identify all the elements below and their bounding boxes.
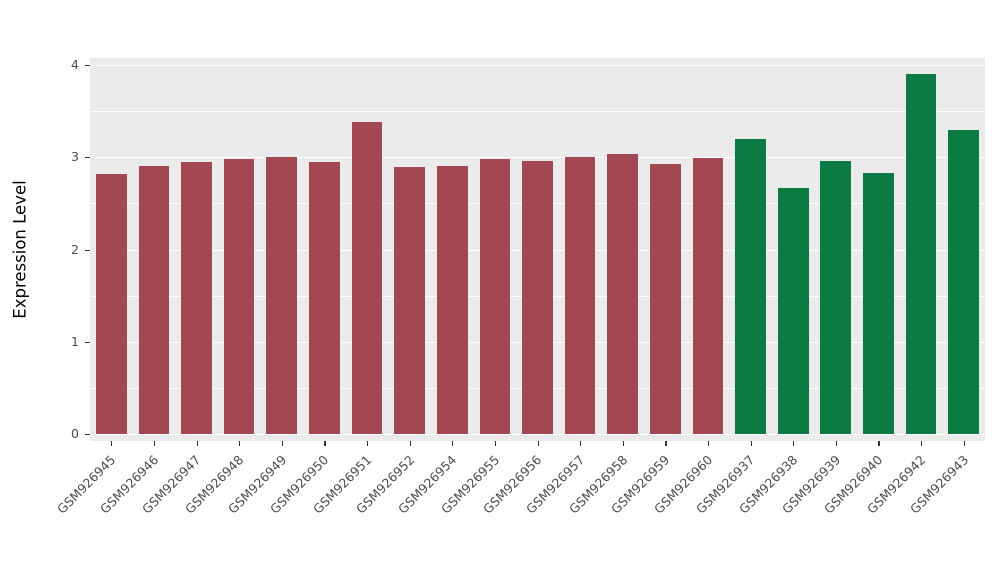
x-tick-mark (494, 441, 497, 446)
bar-GSM926949 (266, 157, 298, 434)
y-tick-label: 1 (71, 333, 79, 349)
bar-GSM926940 (863, 172, 894, 434)
bar-GSM926959 (650, 163, 681, 434)
x-tick-mark (452, 441, 454, 446)
y-tick-mark (85, 157, 90, 159)
bar-GSM926960 (692, 158, 724, 434)
bar-GSM926954 (436, 166, 468, 434)
x-tick-mark (111, 441, 113, 446)
x-tick-mark (580, 441, 582, 446)
x-tick-mark (878, 441, 880, 446)
bar-GSM926946 (138, 166, 170, 434)
bar-GSM926945 (95, 173, 127, 434)
bar-GSM926948 (223, 159, 255, 434)
bar-GSM926943 (948, 129, 980, 434)
bar-GSM926938 (777, 187, 809, 434)
gridline-major (90, 434, 985, 436)
x-tick-mark (963, 441, 965, 446)
y-tick-mark (85, 434, 90, 436)
x-tick-mark (750, 441, 752, 446)
bar-GSM926939 (820, 160, 852, 434)
y-tick-label: 4 (71, 57, 79, 72)
x-tick-mark (793, 441, 795, 446)
x-tick-mark (707, 441, 710, 446)
bar-GSM926950 (309, 161, 340, 434)
x-tick-mark (281, 441, 283, 446)
x-tick-mark (622, 441, 624, 446)
x-tick-mark (367, 441, 369, 446)
x-tick-mark (921, 441, 923, 446)
y-tick-mark (85, 249, 90, 251)
bar-GSM926956 (522, 160, 553, 434)
plot-panel (90, 58, 985, 441)
x-tick-mark (665, 441, 667, 446)
x-tick-mark (324, 441, 326, 446)
y-tick-mark (85, 65, 90, 67)
bar-GSM926937 (735, 138, 766, 434)
bar-GSM926957 (564, 157, 596, 434)
x-tick-mark (537, 441, 539, 446)
bar-GSM926952 (394, 167, 425, 434)
y-tick-label: 3 (71, 149, 79, 165)
gridline-major (90, 65, 985, 67)
bar-GSM926942 (905, 74, 937, 434)
bar-GSM926958 (607, 154, 639, 434)
y-tick-label: 0 (71, 426, 79, 441)
gridline-minor (90, 111, 985, 112)
x-tick-mark (239, 441, 241, 446)
x-tick-mark (409, 441, 411, 446)
x-tick-mark (835, 441, 838, 446)
bar-GSM926947 (181, 161, 212, 434)
gridline-major (90, 157, 985, 159)
bar-GSM926955 (479, 159, 511, 434)
y-tick-mark (85, 341, 90, 343)
x-tick-mark (153, 441, 156, 446)
y-tick-label: 2 (71, 241, 79, 257)
x-tick-mark (196, 441, 198, 446)
bar-GSM926951 (351, 122, 383, 434)
